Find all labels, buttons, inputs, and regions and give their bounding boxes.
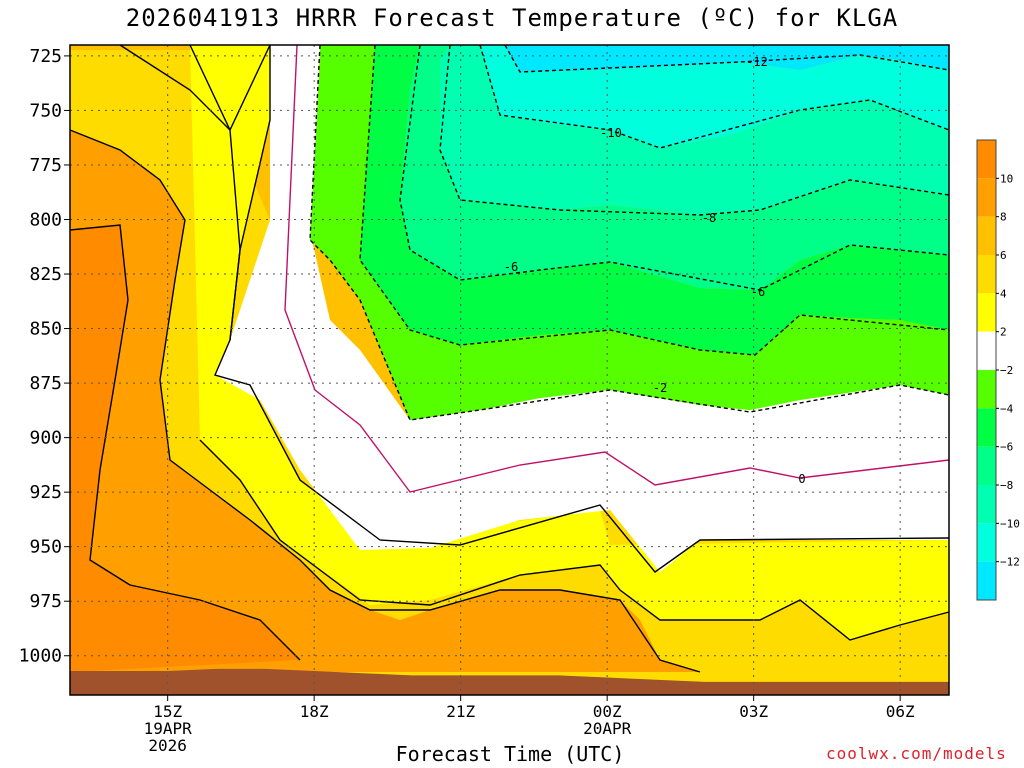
colorbar-label-4: 2 xyxy=(1000,326,1007,339)
band-near-zero xyxy=(215,45,949,572)
contour-label-2: -8 xyxy=(702,211,716,225)
colorbar-label-1: 8 xyxy=(1000,211,1007,224)
y-tick-label-975: 975 xyxy=(29,591,62,612)
band-cold-2 xyxy=(310,45,949,420)
contour-label-4: -6 xyxy=(751,285,765,299)
contour-line-neg12 xyxy=(504,44,950,73)
colorbar-label-10: −12 xyxy=(1000,556,1020,569)
colorbar-label-8: −8 xyxy=(1000,479,1013,492)
x-tick-label-21-0: 21Z xyxy=(446,702,475,721)
colorbar-swatch-11 xyxy=(977,561,996,600)
y-tick-label-750: 750 xyxy=(29,100,62,121)
band-cold-10 xyxy=(480,45,949,148)
contour-line-neg10 xyxy=(479,44,950,149)
colorbar-label-2: 6 xyxy=(1000,249,1007,262)
x-tick-label-15-1: 19APR xyxy=(144,719,193,738)
y-tick-label-775: 775 xyxy=(29,155,62,176)
band-warm-8 xyxy=(70,130,700,672)
x-tick-label-15-2: 2026 xyxy=(148,736,187,755)
y-tick-label-925: 925 xyxy=(29,482,62,503)
y-tick-label-900: 900 xyxy=(29,428,62,449)
y-tick-label-825: 825 xyxy=(29,264,62,285)
x-tick-label-24-0: 00Z xyxy=(593,702,622,721)
band-warm-10 xyxy=(70,225,300,672)
contour-line-zero xyxy=(284,44,950,493)
y-tick-label-1000: 1000 xyxy=(19,646,62,667)
colorbar-label-5: −2 xyxy=(1000,364,1013,377)
contour-label-3: -6 xyxy=(504,260,518,274)
y-tick-label-875: 875 xyxy=(29,373,62,394)
contour-label-0: -12 xyxy=(746,55,768,69)
band-cold-4 xyxy=(360,45,949,355)
x-tick-label-18-0: 18Z xyxy=(300,702,329,721)
x-tick-label-24-1: 20APR xyxy=(583,719,632,738)
colorbar-label-3: 4 xyxy=(1000,287,1007,300)
contour-line-4c xyxy=(189,44,241,341)
surface-ground xyxy=(70,668,949,695)
y-tick-label-950: 950 xyxy=(29,537,62,558)
contour-label-5: -2 xyxy=(653,381,667,395)
colorbar-swatch-9 xyxy=(977,485,996,524)
colorbar-swatch-1 xyxy=(977,178,996,217)
x-tick-label-30-0: 06Z xyxy=(886,702,915,721)
contour-line-lower xyxy=(199,439,950,641)
band-cold-12 xyxy=(505,45,949,72)
y-tick-label-850: 850 xyxy=(29,319,62,340)
colorbar-label-9: −10 xyxy=(1000,517,1020,530)
colorbar-label-0: 10 xyxy=(1000,172,1013,185)
colorbar-swatch-0 xyxy=(977,140,996,179)
credit-text: coolwx.com/models xyxy=(826,744,1007,763)
contour-line-warm-c xyxy=(69,224,301,661)
contour-line-neg6 xyxy=(399,44,950,291)
contour-line-neg4 xyxy=(359,44,950,356)
y-tick-label-800: 800 xyxy=(29,209,62,230)
contour-line-warm-b xyxy=(69,129,701,673)
band-cold-6 xyxy=(400,45,949,290)
band-warm-2 xyxy=(190,45,949,640)
colorbar-label-7: −6 xyxy=(1000,441,1013,454)
colorbar-swatch-2 xyxy=(977,216,996,255)
plot-frame xyxy=(69,44,950,696)
colorbar-swatch-10 xyxy=(977,523,996,562)
contour-line-neg8 xyxy=(439,44,950,216)
colorbar-swatch-7 xyxy=(977,408,996,447)
colorbar-swatch-5 xyxy=(977,331,996,370)
x-tick-label-15-0: 15Z xyxy=(153,702,182,721)
chart-title: 2026041913 HRRR Forecast Temperature (ºC… xyxy=(125,4,899,32)
y-tick-label-725: 725 xyxy=(29,46,62,67)
colorbar-swatch-3 xyxy=(977,255,996,294)
colorbar-label-6: −4 xyxy=(1000,402,1014,415)
band-cold-8 xyxy=(440,45,949,215)
contour-label-1: -10 xyxy=(600,126,622,140)
x-axis-title: Forecast Time (UTC) xyxy=(395,742,625,766)
contour-label-6: 0 xyxy=(798,472,805,486)
colorbar-swatch-4 xyxy=(977,293,996,332)
colorbar-swatch-8 xyxy=(977,446,996,485)
x-tick-label-27-0: 03Z xyxy=(739,702,768,721)
colorbar-swatch-6 xyxy=(977,370,996,409)
